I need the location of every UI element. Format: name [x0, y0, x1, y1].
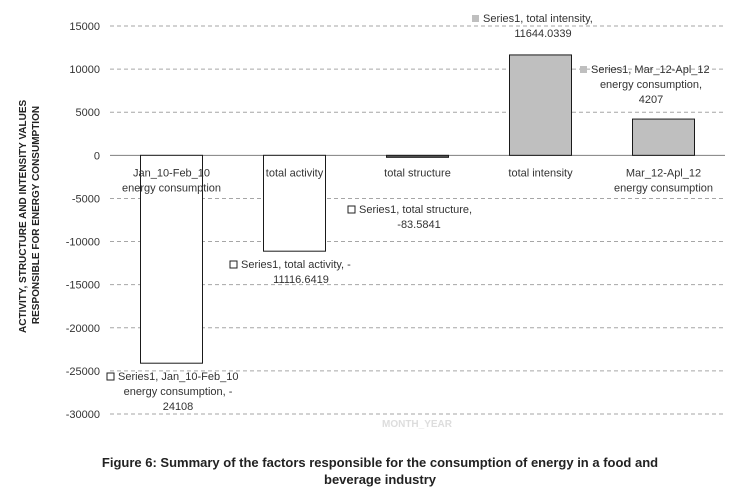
- data-label-3: Series1, total structure, -83.5841: [347, 204, 472, 231]
- data-label-marker: [347, 205, 356, 214]
- data-label-marker: [580, 66, 587, 73]
- data-label-text: Series1, Mar_12-Apl_12: [591, 64, 710, 76]
- bars: [140, 54, 695, 364]
- caption-line-1: Figure 6: Summary of the factors respons…: [101, 455, 659, 470]
- category-label: total intensity: [508, 167, 573, 179]
- data-label-text: energy consumption, -: [124, 386, 233, 398]
- category-label: total structure: [384, 167, 451, 179]
- data-label-marker: [229, 260, 238, 269]
- data-label-text: Series1, Jan_10-Feb_10: [118, 371, 238, 383]
- data-label-text: Series1, total intensity,: [483, 13, 593, 25]
- category-label: Jan_10-Feb_10: [133, 167, 210, 179]
- gridlines: [110, 25, 725, 415]
- data-label-text: 11116.6419: [273, 274, 329, 286]
- data-label-text: 11644.0339: [514, 28, 571, 40]
- caption-line-2: beverage industry: [324, 472, 436, 487]
- y-tick-label: -5000: [72, 193, 100, 205]
- bar-1: [140, 154, 203, 364]
- data-label-text: Series1, total activity, -: [241, 259, 351, 271]
- y-axis-title-line-1: ACTIVITY, STRUCTURE AND INTENSITY VALUES: [18, 99, 29, 332]
- y-tick-label: 15000: [69, 21, 100, 33]
- category-label: energy consumption: [122, 182, 221, 194]
- category-label: total activity: [266, 167, 324, 179]
- y-tick-label: 5000: [76, 107, 100, 119]
- y-tick-label: -20000: [66, 323, 100, 335]
- waterfall-chart: 15000 10000 5000 0 -5000 -10000 -15000 -20000 -2…: [18, 13, 725, 430]
- y-axis-ticks: 15000 10000 5000 0 -5000 -10000 -15000 -20000 -2…: [66, 21, 100, 421]
- y-tick-label: -25000: [66, 366, 100, 378]
- data-label-text: Series1, total structure,: [359, 204, 472, 216]
- bar-4: [509, 54, 572, 156]
- data-label-marker: [472, 15, 479, 22]
- data-label-4: Series1, total intensity, 11644.0339: [472, 13, 593, 40]
- y-tick-label: -15000: [66, 280, 100, 292]
- data-label-2: Series1, total activity, - 11116.6419: [229, 259, 351, 286]
- y-tick-label: 0: [94, 150, 100, 162]
- category-label: energy consumption: [614, 182, 713, 194]
- figure-caption: Figure 6: Summary of the factors respons…: [40, 454, 720, 488]
- x-axis-title: MONTH_YEAR: [382, 419, 453, 430]
- y-axis-title-line-2: RESPONSIBLE FOR ENERGY CONSUMPTION: [31, 106, 42, 324]
- y-axis-title: ACTIVITY, STRUCTURE AND INTENSITY VALUES…: [18, 97, 42, 333]
- data-label-text: 4207: [639, 94, 663, 106]
- y-tick-label: -30000: [66, 409, 100, 421]
- data-label-text: energy consumption,: [600, 79, 702, 91]
- data-label-marker: [106, 372, 115, 381]
- bar-2: [263, 154, 326, 252]
- y-tick-label: 10000: [69, 64, 100, 76]
- y-tick-label: -10000: [66, 237, 100, 249]
- data-label-text: 24108: [163, 401, 194, 413]
- bar-3: [386, 154, 449, 158]
- category-label: Mar_12-Apl_12: [626, 167, 701, 179]
- bar-5: [632, 118, 695, 156]
- data-label-text: -83.5841: [397, 219, 440, 231]
